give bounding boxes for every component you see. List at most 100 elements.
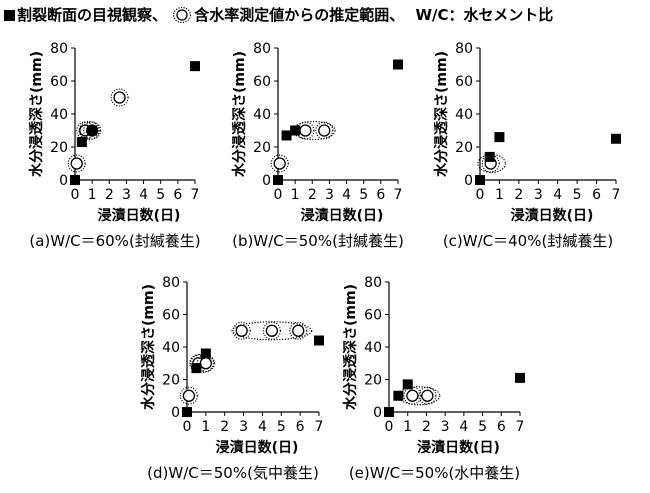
x-tick-label: 7 [516,419,525,435]
legend-circle-range-icon [173,6,192,24]
x-tick-label: 7 [394,187,403,203]
estimated-point-halo [83,121,102,140]
legend-square-marker-icon [4,10,15,21]
x-tick-label: 1 [403,419,412,435]
x-tick-label: 0 [274,187,283,203]
x-tick-label: 2 [220,419,229,435]
x-tick-label: 1 [201,419,210,435]
x-tick-label: 0 [385,419,394,435]
x-tick-label: 7 [191,187,200,203]
x-tick-label: 5 [156,187,165,203]
x-tick-label: 3 [325,187,334,203]
observed-point [314,335,324,346]
observed-point [87,125,98,136]
x-tick-label: 2 [514,187,523,203]
x-tick-label: 3 [122,187,131,203]
x-tick-label: 7 [612,187,621,203]
x-tick-label: 5 [478,419,487,435]
y-tick-label: 20 [455,140,473,156]
x-tick-label: 2 [308,187,317,203]
x-axis-title: 浸漬日数(日) [216,439,299,456]
legend-cracked-label: 割裂断面の目視観察、 [17,6,168,24]
observed-point [475,175,485,185]
y-tick-label: 60 [455,74,473,90]
legend-wc-note: W/C：水セメント比 [415,6,554,24]
estimated-point-halo [179,386,198,405]
estimated-range-ellipse [78,120,100,141]
x-tick-label: 3 [239,419,248,435]
estimated-point [182,389,196,402]
x-tick-label: 0 [71,187,80,203]
observed-point [281,130,292,141]
estimated-point-halo [262,321,281,340]
x-tick-label: 5 [359,187,368,203]
estimated-point [273,157,286,170]
observed-point [393,390,404,401]
estimated-point [113,91,126,104]
y-tick-label: 60 [253,74,271,90]
y-axis-title: 水分浸透深さ(mm) [140,284,157,410]
y-axis-title: 水分浸透深さ(mm) [342,284,359,410]
x-tick-label: 4 [553,187,562,203]
y-tick-label: 40 [50,107,68,123]
y-tick-label: 80 [253,41,271,57]
x-axis-title: 浸漬日数(日) [301,207,384,224]
estimated-point-halo [418,386,437,405]
estimated-point [199,357,213,370]
estimated-point-halo [270,154,289,173]
y-tick-label: 60 [162,308,180,324]
y-tick-label: 20 [253,140,271,156]
x-tick-label: 0 [476,187,485,203]
estimated-point [235,324,248,337]
panel-caption: (b)W/C＝50%(封緘養生) [232,232,404,250]
observed-point [515,372,525,383]
panel-caption: (c)W/C＝40%(封緘養生) [443,232,613,250]
panel-caption: (a)W/C＝60%(封緘養生) [29,232,200,250]
observed-point [191,363,202,374]
x-tick-label: 7 [315,419,324,435]
x-tick-label: 2 [422,419,431,435]
x-tick-label: 1 [88,187,97,203]
estimated-point-halo [232,321,251,340]
estimated-point-halo [315,121,334,140]
observed-point [384,407,394,417]
observed-point [200,348,211,359]
y-tick-label: 40 [455,107,473,123]
estimated-point [299,124,312,137]
observed-point [484,151,495,162]
x-tick-label: 6 [376,187,385,203]
y-tick-label: 0 [171,405,180,421]
x-tick-label: 4 [459,419,468,435]
observed-point [393,59,403,70]
y-axis-title: 水分浸透深さ(mm) [433,51,450,177]
observed-point [182,407,192,417]
x-tick-label: 3 [441,419,450,435]
estimated-point [318,124,331,137]
x-tick-label: 6 [296,419,305,435]
y-tick-label: 80 [364,275,382,291]
x-tick-label: 4 [258,419,267,435]
x-tick-label: 3 [534,187,543,203]
x-tick-label: 4 [139,187,148,203]
observed-point [494,132,505,143]
y-tick-label: 80 [50,41,68,57]
x-tick-label: 5 [277,419,286,435]
y-tick-label: 0 [464,173,473,189]
y-tick-label: 20 [50,140,68,156]
y-tick-label: 0 [59,173,68,189]
legend-moisture-label: 含水率測定値からの推定範囲、 [194,6,405,24]
estimated-point [406,389,419,402]
estimated-point [292,324,305,337]
x-tick-label: 5 [573,187,582,203]
y-tick-label: 60 [50,74,68,90]
y-tick-label: 40 [253,107,271,123]
observed-point [190,61,200,72]
x-tick-label: 4 [342,187,351,203]
x-axis-title: 浸漬日数(日) [98,207,181,224]
observed-point [290,125,301,136]
panel-caption: (d)W/C＝50%(気中養生) [147,464,319,482]
y-tick-label: 80 [162,275,180,291]
y-axis-title: 水分浸透深さ(mm) [28,51,45,177]
